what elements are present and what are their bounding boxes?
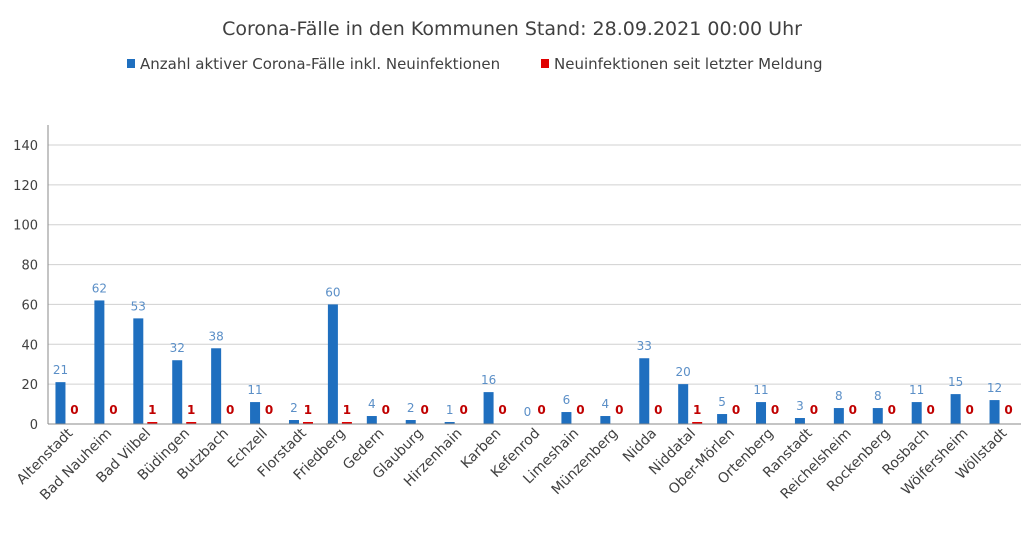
data-label-active: 8: [835, 389, 843, 403]
data-label-active: 53: [131, 299, 146, 313]
data-label-new: 0: [576, 403, 584, 417]
data-label-new: 0: [537, 403, 545, 417]
data-label-new: 0: [265, 403, 273, 417]
data-label-new: 1: [148, 403, 156, 417]
data-label-active: 5: [718, 395, 726, 409]
bar-active: [288, 420, 299, 424]
y-tick-label: 80: [21, 259, 38, 274]
data-label-active: 21: [53, 363, 68, 377]
y-tick-label: 0: [30, 418, 38, 433]
bar-active: [94, 300, 105, 424]
data-label-new: 0: [927, 403, 935, 417]
legend-swatch-new: [541, 59, 549, 68]
data-label-new: 0: [654, 403, 662, 417]
bar-active: [55, 382, 66, 424]
data-label-new: 0: [965, 403, 973, 417]
bar-active: [483, 392, 494, 424]
data-label-active: 3: [796, 399, 804, 413]
data-label-new: 0: [70, 403, 78, 417]
data-label-active: 0: [524, 405, 532, 419]
bar-active: [989, 400, 1000, 424]
bar-active: [756, 402, 767, 424]
data-label-new: 0: [615, 403, 623, 417]
data-label-new: 0: [810, 403, 818, 417]
bar-active: [600, 416, 611, 424]
bar-active: [327, 304, 338, 424]
bar-active: [833, 408, 844, 424]
bar-active: [405, 420, 416, 424]
bar-active: [872, 408, 883, 424]
bar-active: [911, 402, 922, 424]
y-tick-label: 140: [13, 139, 38, 154]
data-label-new: 0: [109, 403, 117, 417]
bar-active: [444, 422, 455, 424]
legend-label-active: Anzahl aktiver Corona-Fälle inkl. Neuinf…: [140, 55, 500, 73]
y-tick-label: 20: [21, 378, 38, 393]
data-label-new: 1: [343, 403, 351, 417]
data-label-active: 4: [368, 397, 376, 411]
data-label-new: 0: [771, 403, 779, 417]
data-label-new: 0: [732, 403, 740, 417]
y-tick-label: 40: [21, 338, 38, 353]
data-label-new: 0: [888, 403, 896, 417]
data-label-active: 2: [407, 401, 415, 415]
data-label-active: 16: [481, 373, 496, 387]
data-label-new: 0: [382, 403, 390, 417]
data-label-active: 2: [290, 401, 298, 415]
bar-active: [678, 384, 689, 424]
data-label-active: 8: [874, 389, 882, 403]
data-label-active: 38: [208, 329, 223, 343]
data-label-active: 1: [446, 403, 454, 417]
bars: [55, 300, 1000, 424]
bar-active: [950, 394, 961, 424]
data-label-new: 0: [459, 403, 467, 417]
data-label-active: 11: [753, 383, 768, 397]
data-label-new: 0: [498, 403, 506, 417]
bar-active: [133, 318, 144, 424]
bar-new: [147, 422, 158, 424]
data-label-new: 1: [304, 403, 312, 417]
bar-active: [366, 416, 377, 424]
data-label-active: 11: [247, 383, 262, 397]
data-label-new: 0: [421, 403, 429, 417]
y-axis-ticks: 0 20 40 60 80 100 120 140: [13, 139, 38, 433]
data-label-new: 1: [693, 403, 701, 417]
bar-active: [717, 414, 728, 424]
bar-active: [561, 412, 572, 424]
data-label-active: 32: [170, 341, 185, 355]
bar-new: [186, 422, 197, 424]
y-tick-label: 120: [13, 179, 38, 194]
data-label-active: 11: [909, 383, 924, 397]
bar-active: [794, 418, 805, 424]
data-label-active: 6: [563, 393, 571, 407]
data-label-new: 0: [1004, 403, 1012, 417]
chart-title: Corona-Fälle in den Kommunen Stand: 28.0…: [222, 18, 802, 40]
data-label-active: 20: [676, 365, 691, 379]
data-label-active: 4: [602, 397, 610, 411]
legend: Anzahl aktiver Corona-Fälle inkl. Neuinf…: [127, 55, 823, 73]
bar-active: [211, 348, 222, 424]
gridlines: [48, 144, 1021, 385]
legend-swatch-active: [127, 59, 135, 68]
bar-new: [302, 422, 313, 424]
bar-new: [692, 422, 703, 424]
bar-active: [250, 402, 261, 424]
bar-active: [172, 360, 183, 424]
data-label-active: 33: [637, 339, 652, 353]
legend-label-new: Neuinfektionen seit letzter Meldung: [554, 55, 823, 73]
bar-active: [639, 358, 650, 424]
data-label-active: 62: [92, 281, 107, 295]
data-label-active: 15: [948, 375, 963, 389]
data-label-new: 1: [187, 403, 195, 417]
data-label-new: 0: [226, 403, 234, 417]
data-label-active: 60: [325, 285, 340, 299]
y-tick-label: 60: [21, 298, 38, 313]
data-label-new: 0: [849, 403, 857, 417]
bar-new: [341, 422, 352, 424]
data-label-active: 12: [987, 381, 1002, 395]
y-tick-label: 100: [13, 219, 38, 234]
